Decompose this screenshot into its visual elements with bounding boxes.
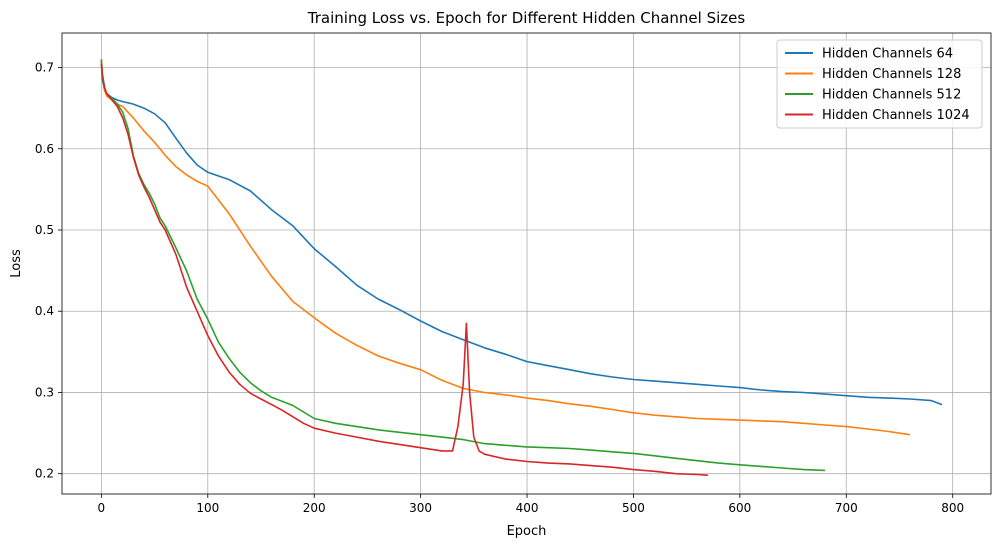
chart-title: Training Loss vs. Epoch for Different Hi…: [307, 9, 746, 27]
x-axis-title: Epoch: [507, 524, 547, 539]
x-tick-label: 500: [622, 501, 645, 515]
x-tick-label: 400: [516, 501, 539, 515]
y-tick-label: 0.3: [35, 385, 54, 399]
x-tick-label: 700: [835, 501, 858, 515]
y-axis-ticks: 0.2 0.3 0.4 0.5 0.6 0.7: [35, 61, 62, 481]
legend-label-4: Hidden Channels 1024: [822, 108, 970, 123]
y-tick-label: 0.5: [35, 223, 54, 237]
legend-label-1: Hidden Channels 64: [822, 47, 953, 62]
series-lines: [100, 59, 943, 477]
x-axis-ticks: 0 100 200 300 400 500 600 700 800: [98, 494, 964, 515]
series-line-4: [100, 63, 708, 477]
y-tick-label: 0.2: [35, 467, 54, 481]
legend-box: [776, 39, 983, 129]
x-tick-label: 600: [728, 501, 751, 515]
series-line-1: [100, 63, 943, 406]
y-tick-label: 0.4: [35, 304, 54, 318]
legend-label-2: Hidden Channels 128: [822, 67, 961, 82]
x-tick-label: 0: [98, 501, 106, 515]
legend: Hidden Channels 64 Hidden Channels 128 Hid…: [776, 39, 983, 129]
plot-frame: [61, 32, 992, 495]
legend-label-3: Hidden Channels 512: [822, 88, 961, 103]
x-tick-label: 300: [409, 501, 432, 515]
series-line-2: [100, 59, 911, 436]
y-tick-label: 0.7: [35, 61, 54, 75]
x-tick-label: 200: [303, 501, 326, 515]
y-tick-label: 0.6: [35, 142, 54, 156]
x-tick-label: 800: [941, 501, 964, 515]
x-tick-label: 100: [196, 501, 219, 515]
y-axis-title: Loss: [9, 249, 24, 278]
